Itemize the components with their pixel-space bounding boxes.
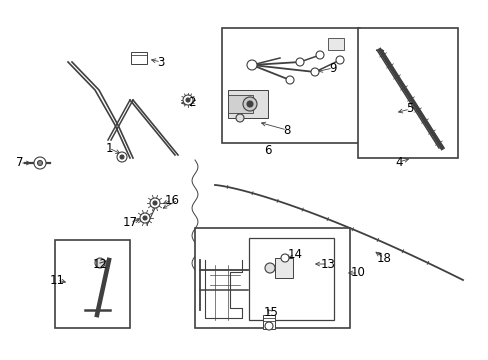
Text: 5: 5 (406, 103, 413, 116)
Bar (195, 228, 349, 328)
Bar (263, 315, 274, 329)
Bar (227, 95, 252, 113)
Circle shape (34, 157, 46, 169)
Text: 8: 8 (283, 123, 290, 136)
Text: 14: 14 (287, 248, 302, 261)
Bar (55, 240, 130, 328)
Bar (222, 28, 359, 143)
Text: 15: 15 (263, 306, 278, 320)
Circle shape (120, 155, 124, 159)
Text: 16: 16 (164, 194, 179, 207)
Text: 6: 6 (264, 144, 271, 157)
Circle shape (150, 198, 160, 208)
Circle shape (246, 101, 252, 107)
Circle shape (246, 60, 257, 70)
Text: 12: 12 (92, 258, 107, 271)
Text: 7: 7 (16, 157, 24, 170)
Bar (227, 90, 267, 118)
Bar (357, 28, 457, 158)
Circle shape (185, 98, 190, 102)
Circle shape (95, 258, 105, 268)
Circle shape (140, 213, 150, 223)
Text: 17: 17 (122, 216, 137, 229)
Circle shape (236, 114, 244, 122)
Circle shape (315, 51, 324, 59)
Text: 1: 1 (105, 141, 113, 154)
Text: 11: 11 (49, 274, 64, 287)
Circle shape (264, 322, 272, 330)
Circle shape (243, 97, 257, 111)
Circle shape (264, 263, 274, 273)
Text: 9: 9 (328, 62, 336, 75)
Circle shape (38, 161, 42, 166)
Bar (131, 52, 147, 64)
Text: 2: 2 (188, 96, 195, 109)
Text: 4: 4 (394, 156, 402, 168)
Bar (274, 258, 292, 278)
Text: 3: 3 (157, 55, 164, 68)
Text: 13: 13 (320, 257, 335, 270)
Bar (327, 38, 343, 50)
Circle shape (285, 76, 293, 84)
Circle shape (281, 254, 288, 262)
Circle shape (117, 152, 127, 162)
Circle shape (295, 58, 304, 66)
Circle shape (183, 95, 193, 105)
Circle shape (310, 68, 318, 76)
Circle shape (335, 56, 343, 64)
Text: 18: 18 (376, 252, 390, 265)
Text: 10: 10 (350, 266, 365, 279)
Circle shape (142, 216, 147, 220)
Circle shape (153, 201, 157, 205)
Bar (248, 238, 333, 320)
